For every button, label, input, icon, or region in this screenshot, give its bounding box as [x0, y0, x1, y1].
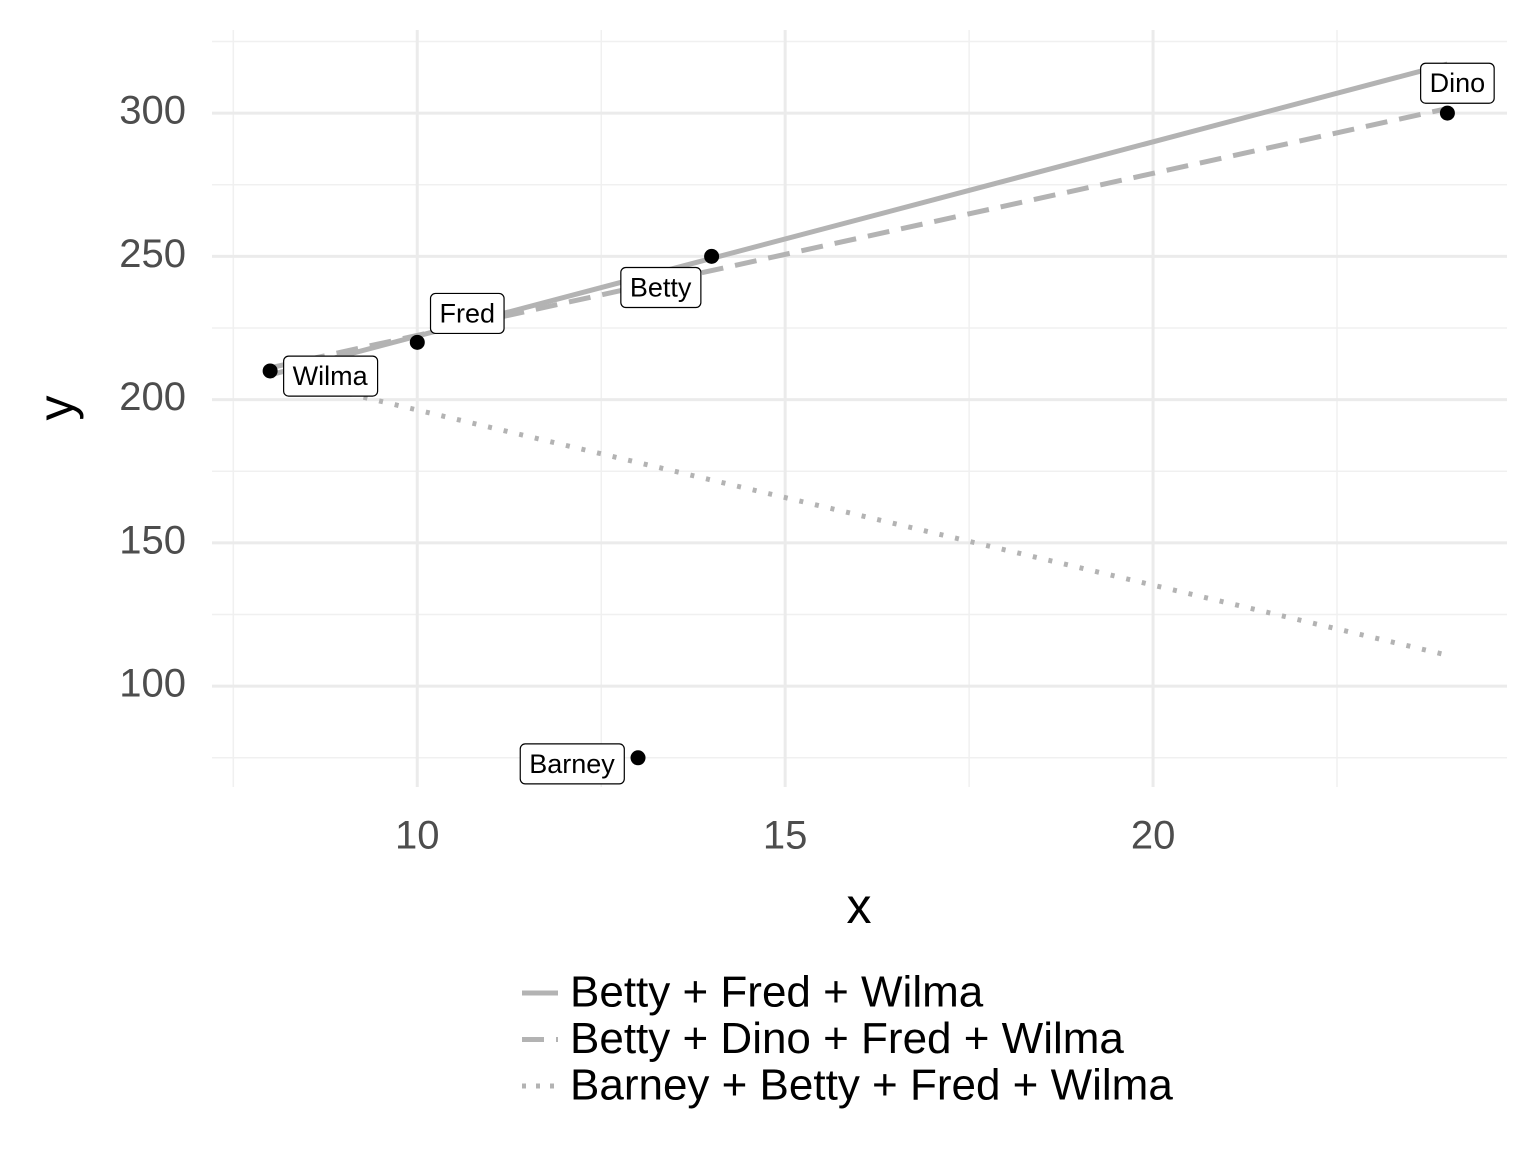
legend-label: Betty + Fred + Wilma: [570, 968, 984, 1017]
x-tick-label: 15: [763, 814, 808, 858]
x-axis-title: x: [847, 878, 872, 934]
x-tick-label: 10: [395, 814, 440, 858]
legend-label: Barney + Betty + Fred + Wilma: [570, 1061, 1173, 1110]
label-text: Dino: [1430, 68, 1486, 98]
point: [409, 334, 425, 350]
point: [1439, 105, 1455, 121]
point: [704, 248, 720, 264]
point-label: Betty: [620, 266, 702, 309]
label-text: Fred: [440, 298, 496, 328]
point-label: Dino: [1420, 62, 1495, 104]
y-tick-label: 100: [119, 662, 186, 706]
y-axis-title: y: [28, 396, 84, 421]
y-tick-label: 200: [119, 375, 186, 419]
fit-line: [269, 106, 1448, 371]
label-text: Barney: [529, 749, 615, 779]
label-box: [620, 266, 702, 309]
point-label: Wilma: [283, 355, 379, 397]
point: [262, 363, 278, 379]
point-label: Barney: [519, 743, 625, 785]
label-box: [283, 355, 379, 397]
y-tick-label: 300: [119, 89, 186, 133]
label-box: [519, 743, 625, 785]
label-box: [429, 292, 505, 335]
y-tick-label: 150: [119, 518, 186, 562]
point: [630, 750, 646, 766]
label-text: Wilma: [293, 361, 369, 391]
fit-line: [269, 372, 1448, 658]
legend-label: Betty + Dino + Fred + Wilma: [570, 1014, 1124, 1063]
label-box: [1420, 62, 1495, 104]
x-tick-label: 20: [1131, 814, 1176, 858]
label-text: Betty: [630, 272, 692, 302]
point-label: Fred: [429, 292, 505, 335]
y-tick-label: 250: [119, 232, 186, 276]
